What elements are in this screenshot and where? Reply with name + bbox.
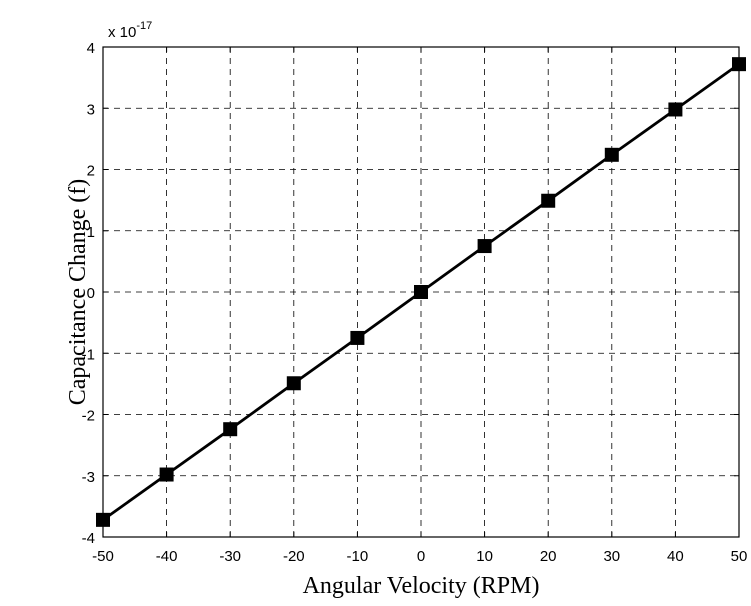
x-tick-label: -10 bbox=[347, 548, 369, 565]
data-point-marker bbox=[223, 422, 238, 437]
x-tick-label: -50 bbox=[92, 548, 114, 565]
y-axis-exponent: x 10-17 bbox=[108, 20, 152, 41]
y-tick-label: -2 bbox=[82, 408, 95, 425]
y-tick-label: 0 bbox=[87, 285, 95, 302]
data-point-marker bbox=[159, 467, 174, 482]
data-point-marker bbox=[286, 376, 301, 391]
x-tick-label: 30 bbox=[603, 548, 620, 565]
x-tick-label: -40 bbox=[156, 548, 178, 565]
y-axis-multiplier: x 10 bbox=[108, 24, 136, 41]
data-point-marker bbox=[541, 193, 556, 208]
data-point-marker bbox=[477, 239, 492, 254]
data-point-marker bbox=[604, 147, 619, 162]
y-axis-exponent-value: -17 bbox=[136, 20, 152, 32]
axis-ticks bbox=[102, 46, 740, 538]
data-point-marker bbox=[732, 57, 746, 72]
x-tick-label: 0 bbox=[417, 548, 425, 565]
y-tick-label: 2 bbox=[87, 163, 95, 180]
y-tick-label: 3 bbox=[87, 101, 95, 118]
x-tick-label: 50 bbox=[731, 548, 748, 565]
y-tick-label: 4 bbox=[87, 40, 95, 57]
data-point-marker bbox=[350, 330, 365, 345]
x-tick-label: -30 bbox=[219, 548, 241, 565]
x-tick-label: 40 bbox=[667, 548, 684, 565]
data-series bbox=[96, 57, 746, 527]
data-point-marker bbox=[668, 102, 683, 117]
x-tick-label: 20 bbox=[540, 548, 557, 565]
y-tick-label: -3 bbox=[82, 469, 95, 486]
data-point-marker bbox=[414, 285, 428, 299]
data-point-marker bbox=[96, 512, 110, 527]
x-tick-label: 10 bbox=[476, 548, 493, 565]
x-axis-title: Angular Velocity (RPM) bbox=[303, 573, 540, 599]
y-tick-label: -4 bbox=[82, 530, 95, 547]
y-tick-label: -1 bbox=[82, 346, 95, 363]
y-axis-title: Capacitance Change (f) bbox=[65, 179, 91, 406]
x-tick-label: -20 bbox=[283, 548, 305, 565]
y-tick-label: 1 bbox=[87, 224, 95, 241]
